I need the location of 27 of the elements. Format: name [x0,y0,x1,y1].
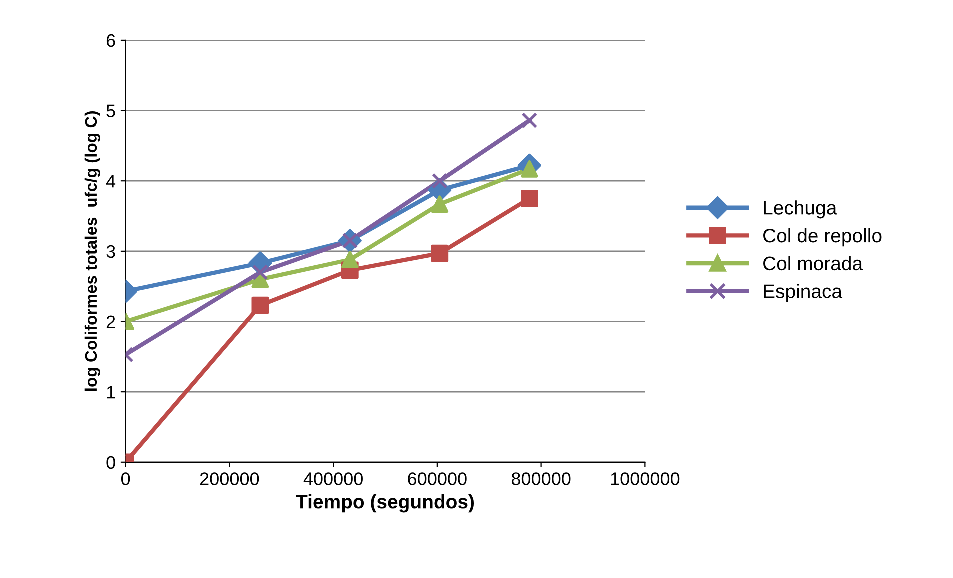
x-tick-label: 0 [121,472,130,486]
y-tick-label: 2 [106,316,116,328]
point [431,196,449,213]
legend-label: Col de repollo [764,228,882,247]
point [522,112,538,129]
y-axis-title: log Coliformes totales ufc/g (log C) [84,112,100,391]
y-tick-label: 0 [106,456,116,470]
legend-label: Col morada [764,256,864,271]
x-tick-label: 600000 [408,472,467,486]
y-tick-label: 1 [107,386,116,399]
x-axis-title: Tiempo (segundos) [296,494,474,513]
x-tick-label: 800000 [512,472,571,486]
y-tick-label: 4 [106,175,116,188]
x-tick-label: 1000000 [611,472,680,486]
point [252,296,270,314]
y-tick-label: 3 [106,245,116,258]
point [520,190,538,208]
point [431,244,449,262]
point [341,251,359,269]
x-tick-label: 200000 [200,472,260,486]
x-tick-label: 400000 [304,472,363,486]
legend-label: Lechuga [764,200,838,219]
point [520,160,538,178]
y-tick-label: 6 [106,34,116,48]
y-tick-label: 5 [106,104,116,118]
point [252,264,268,281]
legend-label: Espinaca [764,284,843,302]
